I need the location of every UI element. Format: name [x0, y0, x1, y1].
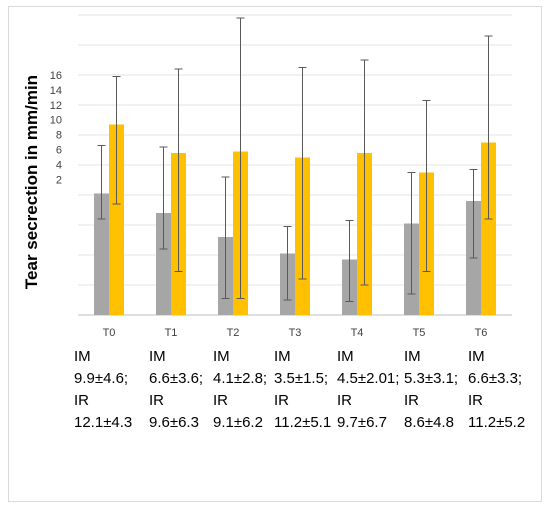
- annotation-line: 11.2±5.1: [274, 414, 332, 431]
- annotation-line: 6.6±3.3;: [468, 370, 523, 387]
- x-tick-label: T0: [103, 327, 116, 339]
- annotation-t0: IM 9.9±4.6; IR 12.1±4.3: [74, 346, 136, 434]
- annotation-line: IR: [404, 392, 419, 409]
- annotation-line: IR: [337, 392, 352, 409]
- y-axis-title: Tear secrection in mm/min: [22, 75, 41, 289]
- annotation-line: IM: [213, 348, 230, 365]
- annotation-line: 9.6±6.3: [149, 414, 199, 431]
- annotation-t6: IM 6.6±3.3; IR 11.2±5.2: [468, 346, 530, 434]
- annotation-line: 5.3±3.1;: [404, 370, 459, 387]
- y-tick-label: 14: [50, 85, 62, 97]
- annotation-line: IR: [274, 392, 289, 409]
- y-tick-label: 16: [50, 70, 62, 82]
- annotation-t1: IM 6.6±3.6; IR 9.6±6.3: [149, 346, 211, 434]
- y-tick-label: 8: [56, 130, 62, 142]
- x-tick-label: T2: [227, 327, 240, 339]
- y-tick-label: 10: [50, 115, 62, 127]
- x-tick-label: T4: [351, 327, 364, 339]
- x-tick-label: T5: [413, 327, 426, 339]
- annotation-line: IR: [74, 392, 89, 409]
- annotation-line: 4.5±2.01;: [337, 370, 400, 387]
- bar-im: [156, 213, 171, 315]
- annotation-line: IR: [213, 392, 228, 409]
- y-tick-label: 6: [56, 145, 62, 157]
- x-tick-label: T1: [165, 327, 178, 339]
- figure-frame: [8, 6, 542, 502]
- annotation-t3: IM 3.5±1.5; IR 11.2±5.1: [274, 346, 336, 434]
- annotation-line: 9.7±6.7: [337, 414, 387, 431]
- annotation-line: IM: [274, 348, 291, 365]
- bar-ir: [109, 124, 124, 315]
- annotation-line: 12.1±4.3: [74, 414, 133, 431]
- annotation-t5: IM 5.3±3.1; IR 8.6±4.8: [404, 346, 466, 434]
- annotation-line: IR: [468, 392, 483, 409]
- y-tick-label: 4: [56, 159, 62, 171]
- annotation-line: 8.6±4.8: [404, 414, 454, 431]
- annotation-line: 4.1±2.8;: [213, 370, 268, 387]
- annotation-line: 3.5±1.5;: [274, 370, 329, 387]
- annotation-line: 11.2±5.2: [468, 414, 526, 431]
- annotation-line: IM: [74, 348, 91, 365]
- annotation-t2: IM 4.1±2.8; IR 9.1±6.2: [213, 346, 275, 434]
- annotation-line: IM: [404, 348, 421, 365]
- annotation-t4: IM 4.5±2.01; IR 9.7±6.7: [337, 346, 399, 434]
- y-tick-label: 2: [56, 174, 62, 186]
- bar-ir: [481, 142, 496, 315]
- annotation-line: IM: [149, 348, 166, 365]
- annotation-line: IM: [468, 348, 485, 365]
- y-tick-label: 12: [50, 100, 62, 112]
- annotation-line: IR: [149, 392, 164, 409]
- annotation-line: 9.1±6.2: [213, 414, 263, 431]
- x-tick-label: T3: [289, 327, 302, 339]
- annotation-line: 6.6±3.6;: [149, 370, 204, 387]
- x-tick-label: T6: [475, 327, 488, 339]
- annotation-line: 9.9±4.6;: [74, 370, 129, 387]
- annotation-line: IM: [337, 348, 354, 365]
- bar-im: [94, 193, 109, 315]
